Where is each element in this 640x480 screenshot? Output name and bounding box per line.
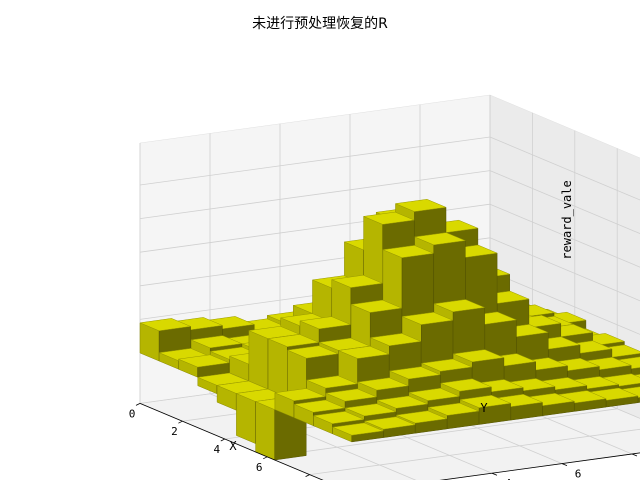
gridline xyxy=(139,170,491,219)
y-tick xyxy=(631,453,638,457)
x-tick xyxy=(135,403,141,406)
bar-top-face xyxy=(139,318,192,332)
bar-top-face xyxy=(325,388,378,402)
x-tick xyxy=(305,474,310,477)
bar-top-face xyxy=(293,399,346,413)
bar-top-face xyxy=(452,349,505,363)
z-axis-label: reward_vale xyxy=(560,180,574,259)
bar-top-face xyxy=(376,395,429,409)
x-tick-label: 2 xyxy=(171,425,178,438)
y-tick xyxy=(491,472,498,476)
y-tick xyxy=(561,463,568,466)
bar-front-face xyxy=(236,393,256,444)
gridline xyxy=(489,237,640,302)
bar-top-face xyxy=(363,416,417,430)
gridline xyxy=(489,271,640,335)
bar-top-face xyxy=(420,358,473,372)
x-tick-label: 4 xyxy=(213,443,220,456)
bar-top-face xyxy=(381,245,435,258)
bar-top-face xyxy=(401,312,454,325)
gridline xyxy=(489,136,640,201)
bar-top-face xyxy=(369,333,422,347)
gridline xyxy=(309,428,640,475)
bar-front-face xyxy=(267,338,288,398)
gridline xyxy=(139,136,491,186)
bar-top-face xyxy=(394,199,447,212)
bar-top-face xyxy=(305,375,359,389)
bar-top-face xyxy=(395,410,448,424)
x-axis-label: X xyxy=(229,439,237,453)
bar-top-face xyxy=(407,387,461,401)
y-tick-label: 6 xyxy=(575,468,582,480)
bar-top-face xyxy=(356,377,410,391)
bar-top-face xyxy=(413,232,467,246)
gridline xyxy=(489,203,640,268)
tick-labels: 024681002468100.00.20.40.60.81.0 xyxy=(129,403,640,480)
bar-top-face xyxy=(344,403,397,417)
gridline xyxy=(489,170,640,235)
bar-top-face xyxy=(177,354,231,368)
bar-top-face xyxy=(459,395,512,408)
x-tick xyxy=(220,438,225,442)
bar-top-face xyxy=(362,211,416,225)
bars-group xyxy=(139,199,640,461)
bar-top-face xyxy=(331,422,385,436)
bar-top-face xyxy=(350,299,403,313)
x-tick-label: 6 xyxy=(256,461,263,474)
bar-top-face xyxy=(330,274,384,288)
y-axis-line xyxy=(439,452,640,480)
bar-10-0 xyxy=(331,422,385,443)
y-axis-label: Y xyxy=(480,401,488,415)
bar-top-face xyxy=(273,388,327,402)
bar-top-face xyxy=(312,411,365,424)
bar-top-face xyxy=(427,402,480,416)
bar-top-face xyxy=(299,316,352,330)
bar-top-face xyxy=(267,334,320,347)
chart-title: 未进行预处理恢复的R xyxy=(252,15,388,32)
y-tick-label: 4 xyxy=(505,477,512,480)
bar-top-face xyxy=(439,378,493,392)
x-tick xyxy=(263,456,268,460)
bar-front-face xyxy=(248,330,269,390)
bar-top-face xyxy=(388,366,442,380)
bar-front-face xyxy=(255,401,275,461)
x-tick-label: 0 xyxy=(129,407,136,420)
x-tick-label: 8 xyxy=(298,479,305,480)
bar-top-face xyxy=(337,345,391,359)
x-tick xyxy=(178,420,183,424)
bar-top-face xyxy=(433,299,486,313)
x-axis-line xyxy=(139,403,324,480)
gridline xyxy=(267,408,618,458)
bar-top-face xyxy=(286,345,339,359)
bar-top-face xyxy=(190,335,243,349)
bar-2-0 xyxy=(177,354,231,378)
